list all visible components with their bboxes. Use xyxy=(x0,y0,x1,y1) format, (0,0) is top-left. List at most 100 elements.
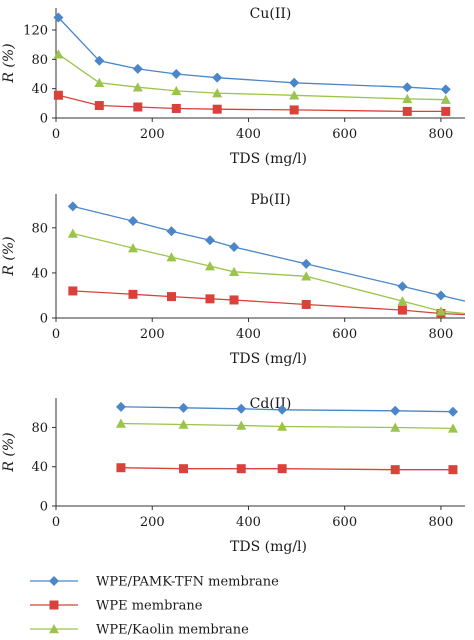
y-axis-title: R (%) xyxy=(1,236,17,276)
data-point xyxy=(236,420,247,430)
legend-label: WPE membrane xyxy=(96,599,203,614)
x-axis-title: TDS (mg/l) xyxy=(230,151,307,167)
data-point xyxy=(301,258,312,269)
data-point xyxy=(68,286,78,296)
data-point xyxy=(67,201,78,212)
data-point xyxy=(204,235,215,246)
x-tick-label: 600 xyxy=(332,515,357,530)
data-point xyxy=(212,72,223,83)
y-tick-label: 40 xyxy=(31,266,48,281)
data-point xyxy=(171,103,181,113)
data-point xyxy=(229,295,239,305)
x-tick-label: 800 xyxy=(429,127,454,142)
data-point xyxy=(289,77,300,88)
legend-marker xyxy=(49,624,59,634)
data-point xyxy=(277,404,288,415)
data-point xyxy=(397,296,408,306)
data-point xyxy=(390,465,400,475)
data-point xyxy=(166,252,177,262)
y-tick-label: 0 xyxy=(40,500,48,515)
panel-title: Pb(II) xyxy=(250,192,290,208)
data-point xyxy=(171,85,182,96)
y-tick-label: 120 xyxy=(23,24,48,39)
legend-marker xyxy=(49,576,59,586)
data-point xyxy=(447,406,458,417)
x-tick-label: 600 xyxy=(332,127,357,142)
data-point xyxy=(115,401,126,412)
y-tick-label: 80 xyxy=(31,221,48,236)
data-point xyxy=(132,63,143,74)
data-point xyxy=(435,306,446,316)
data-point xyxy=(127,243,138,253)
series-triangle xyxy=(53,49,451,104)
x-tick-label: 600 xyxy=(332,327,357,342)
y-tick-label: 40 xyxy=(31,460,48,475)
data-point xyxy=(402,82,413,93)
x-tick-label: 0 xyxy=(52,127,60,142)
data-point xyxy=(53,49,64,59)
legend-marker xyxy=(49,600,59,610)
panel-title: Cu(II) xyxy=(250,6,292,22)
data-point xyxy=(236,403,247,414)
x-tick-label: 200 xyxy=(140,515,165,530)
series-square xyxy=(53,90,451,116)
y-tick-label: 80 xyxy=(31,421,48,436)
y-tick-label: 0 xyxy=(40,112,48,127)
series-diamond xyxy=(115,401,458,417)
legend-item: WPE membrane xyxy=(30,599,203,614)
data-point xyxy=(397,281,408,292)
x-axis-title: TDS (mg/l) xyxy=(230,539,307,555)
data-point xyxy=(115,418,126,428)
data-point xyxy=(277,464,287,474)
data-point xyxy=(204,261,215,271)
x-tick-label: 800 xyxy=(429,515,454,530)
x-axis-title: TDS (mg/l) xyxy=(230,351,307,367)
data-point xyxy=(440,84,451,95)
data-point xyxy=(289,105,299,115)
data-point xyxy=(127,216,138,227)
x-tick-label: 400 xyxy=(236,327,261,342)
data-point xyxy=(397,305,407,315)
data-point xyxy=(212,88,223,98)
chart-panel-1: Cu(II) 0 40 80 120 0 200 400 600 800 TDS (mg/l) R (… xyxy=(1,6,465,167)
data-point xyxy=(166,226,177,237)
data-point xyxy=(289,90,300,100)
series-line xyxy=(58,94,446,113)
series-diamond xyxy=(53,12,451,95)
y-axis-title: R (%) xyxy=(1,432,17,472)
data-point xyxy=(178,419,189,429)
series-line xyxy=(72,232,466,315)
data-point xyxy=(171,69,182,79)
x-tick-label: 200 xyxy=(140,327,165,342)
x-tick-label: 400 xyxy=(236,515,261,530)
data-point xyxy=(128,289,138,299)
legend-item: WPE/Kaolin membrane xyxy=(30,623,249,638)
series-square xyxy=(116,463,458,475)
series-diamond xyxy=(67,201,466,302)
data-point xyxy=(116,463,126,473)
data-point xyxy=(179,464,189,474)
data-point xyxy=(133,102,143,112)
x-tick-label: 400 xyxy=(236,127,261,142)
data-point xyxy=(94,77,105,88)
data-point xyxy=(301,299,311,309)
data-point xyxy=(402,93,413,104)
y-tick-label: 0 xyxy=(40,312,48,327)
legend-label: WPE/PAMK-TFN membrane xyxy=(96,575,279,590)
series-line xyxy=(58,53,446,101)
data-point xyxy=(447,423,458,433)
data-point xyxy=(402,106,412,116)
data-point xyxy=(67,228,78,238)
series-triangle xyxy=(115,418,458,433)
data-point xyxy=(166,292,176,302)
data-point xyxy=(435,290,446,301)
y-tick-label: 80 xyxy=(31,53,48,68)
data-point xyxy=(53,90,63,100)
data-point xyxy=(229,266,240,277)
legend-label: WPE/Kaolin membrane xyxy=(96,623,249,638)
x-tick-label: 800 xyxy=(429,327,454,342)
data-point xyxy=(236,464,246,474)
data-point xyxy=(390,422,401,432)
